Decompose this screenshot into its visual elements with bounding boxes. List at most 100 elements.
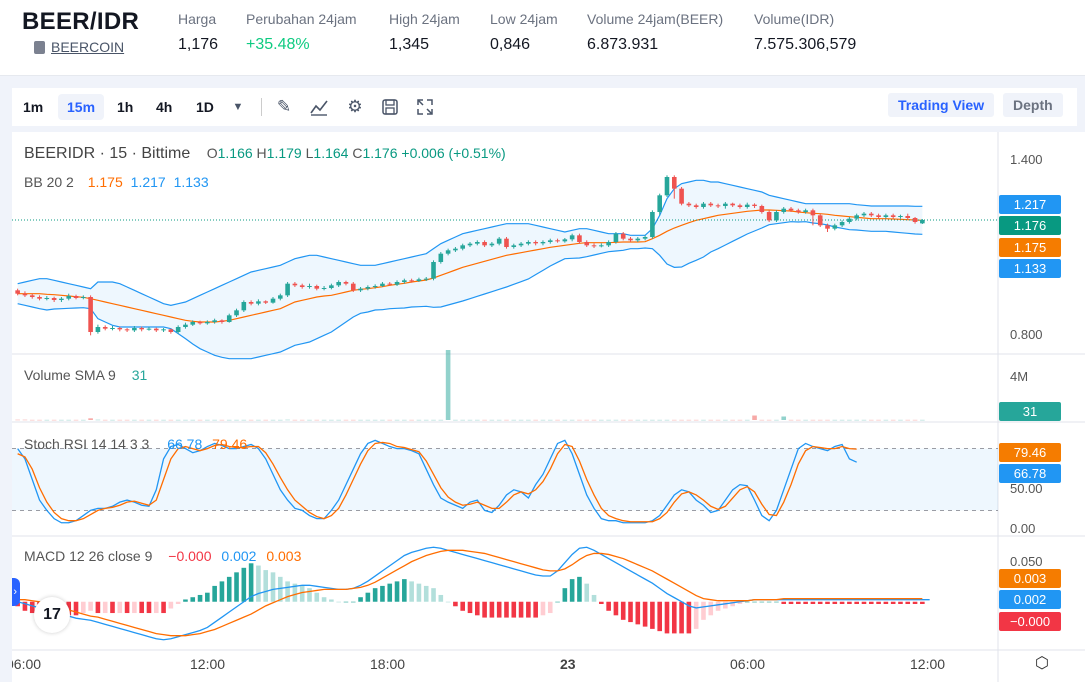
macd-hist-bar [285, 581, 290, 602]
volume-bar [606, 419, 611, 421]
volume-bar [175, 419, 181, 421]
candle-body [453, 248, 458, 251]
tradingview-logo[interactable]: 17 [34, 597, 70, 633]
indicators-icon[interactable] [309, 97, 329, 117]
depth-button[interactable]: Depth [1003, 93, 1063, 117]
volume-bar [854, 419, 859, 421]
volume-bar [343, 419, 349, 421]
volume-bar [759, 419, 765, 421]
timeframe-1h[interactable]: 1h [117, 99, 134, 115]
volume-bar [124, 419, 130, 421]
macd-hist-bar [868, 601, 874, 604]
stat-label: Volume(IDR) [754, 11, 835, 27]
stoch-label: Stoch RSI 14 14 3 3 [24, 436, 150, 452]
macd-hist-bar [314, 592, 320, 602]
candle-body [190, 322, 196, 325]
coin-link[interactable]: BEERCOIN [34, 39, 124, 55]
volume-bar [832, 419, 838, 421]
settings-hex-icon[interactable]: ⬡ [1035, 655, 1049, 672]
candle-body [292, 283, 298, 286]
volume-bar [876, 419, 881, 421]
volume-bar [912, 419, 918, 421]
candle-body [839, 222, 845, 226]
macd-hist-bar [278, 576, 283, 602]
coin-link-label[interactable]: BEERCOIN [51, 39, 125, 55]
chevron-down-icon[interactable]: ▼ [232, 101, 244, 113]
candle-body [241, 302, 247, 311]
volume-bar [898, 419, 903, 421]
candle-body [766, 212, 772, 221]
stat-label: Volume 24jam(BEER) [587, 11, 724, 27]
trading-view-button[interactable]: Trading View [888, 93, 995, 117]
volume-bar [693, 419, 699, 421]
save-icon[interactable] [380, 97, 400, 117]
macd-hist-bar [759, 601, 765, 603]
macd-hist-bar [329, 599, 334, 602]
candle-body [693, 205, 699, 207]
macd-line-value: 0.002 [221, 548, 257, 564]
candle-body [796, 210, 801, 212]
close-label: C [352, 145, 363, 161]
candle-body [504, 238, 509, 247]
candle-body [788, 208, 794, 211]
macd-hist-bar [350, 601, 356, 603]
candle-body [358, 288, 363, 291]
macd-hist-bar [504, 601, 509, 618]
volume-bar [278, 419, 283, 421]
stat-value: 6.873.931 [587, 36, 659, 53]
macd-hist-bar [482, 601, 487, 618]
volume-bar [883, 419, 889, 421]
timeframe-1d[interactable]: 1D [196, 99, 214, 115]
pencil-icon[interactable]: ✎ [276, 97, 292, 116]
volume-bar [350, 419, 356, 421]
volume-bar [102, 419, 108, 421]
candle-body [372, 286, 378, 287]
candle-body [708, 203, 714, 206]
chart-area[interactable]: BEERIDR · 15 · Bittime O1.166 H1.179 L1.… [12, 132, 1085, 682]
macd-hist-bar [533, 601, 538, 618]
timeframe-15m[interactable]: 15m [58, 94, 105, 120]
side-panel-toggle[interactable]: › [12, 578, 20, 606]
volume-bar [409, 419, 414, 421]
macd-hist-value: −0.000 [168, 548, 212, 564]
candle-body [562, 239, 568, 242]
high-label: H [256, 145, 267, 161]
macd-hist-bar [168, 601, 174, 609]
macd-hist-bar [876, 601, 881, 604]
volume-bar [81, 419, 86, 421]
candle-body [270, 298, 276, 303]
volume-bar [861, 419, 867, 421]
candle-body [402, 280, 407, 282]
gear-icon[interactable]: ⚙ [347, 97, 363, 116]
bb-upper-tag: 1.217 [999, 195, 1061, 214]
volume-bar [796, 419, 801, 421]
volume-bar [248, 419, 254, 421]
timeframe-1m[interactable]: 1m [23, 99, 44, 115]
candle-body [51, 298, 57, 300]
time-label: 12:00 [910, 656, 946, 672]
volume-bar [584, 419, 590, 421]
candle-body [737, 205, 743, 207]
macd-hist-bar [642, 601, 648, 627]
fullscreen-icon[interactable] [415, 97, 435, 117]
volume-bar [299, 419, 305, 421]
macd-hist-bar [599, 601, 604, 604]
candle-body [832, 225, 838, 229]
candle-body [715, 205, 721, 207]
low-value: 1.164 [313, 145, 349, 161]
macd-hist-bar [730, 601, 735, 607]
chart-toolbar: 1m 15m 1h 4h 1D ▼ ✎ ⚙ Trading View Depth [12, 88, 1077, 126]
candle-body [547, 240, 553, 242]
candle-body [29, 295, 35, 297]
price-scale-label: 0.800 [1010, 327, 1043, 342]
volume-bar [701, 419, 706, 421]
candle-body [256, 301, 261, 304]
volume-bar [766, 419, 772, 421]
chart-canvas[interactable] [12, 132, 1085, 682]
macd-hist-bar [124, 601, 130, 614]
candle-body [774, 212, 779, 221]
timeframe-4h[interactable]: 4h [156, 99, 173, 115]
bb-lower-tag: 1.133 [999, 259, 1061, 278]
candle-body [876, 215, 881, 217]
macd-hist-bar [358, 597, 363, 602]
